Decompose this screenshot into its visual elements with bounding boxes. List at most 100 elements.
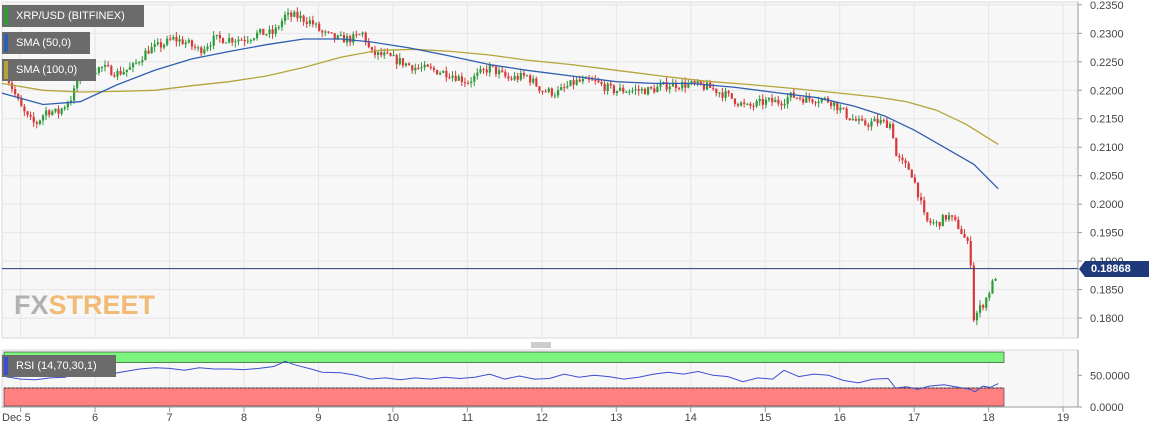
rsi-swatch: [4, 357, 8, 375]
sma100-label: SMA (100,0): [16, 64, 78, 76]
candle-up: [681, 82, 684, 89]
candle-down: [944, 214, 948, 220]
candle-down: [193, 46, 197, 48]
candle-up: [54, 108, 57, 112]
candle-down: [113, 75, 116, 77]
candle-up: [268, 29, 271, 35]
candle-down: [572, 80, 575, 85]
candle-down: [898, 156, 901, 158]
candle-down: [653, 88, 656, 93]
price-tick-label: 0.2000: [1090, 199, 1124, 211]
candle-up: [566, 85, 569, 88]
x-tick-label: 12: [536, 412, 548, 424]
candle-up: [252, 38, 256, 40]
candle-up: [547, 88, 550, 92]
candle-up: [234, 41, 237, 43]
candle-down: [674, 82, 678, 89]
candle-down: [885, 120, 889, 128]
candle-up: [138, 62, 141, 64]
candle-up: [640, 88, 643, 91]
candle-down: [752, 105, 755, 107]
candle-down: [504, 71, 507, 77]
candle-up: [172, 36, 175, 40]
candle-down: [175, 36, 178, 42]
candle-down: [23, 106, 26, 112]
legend-sma50[interactable]: SMA (50,0): [2, 32, 90, 54]
candle-down: [916, 182, 920, 198]
candle-down: [333, 33, 336, 40]
candle-up: [696, 81, 699, 84]
candle-up: [228, 38, 231, 43]
candle-up: [634, 89, 637, 91]
candle-up: [839, 107, 842, 111]
candle-up: [532, 78, 535, 83]
candle-down: [966, 237, 969, 241]
candle-down: [795, 97, 799, 99]
candle-down: [892, 123, 895, 139]
x-tick-label: 14: [685, 412, 697, 424]
candle-down: [485, 69, 488, 73]
candle-down: [190, 40, 194, 47]
price-tick-label: 0.2350: [1090, 0, 1124, 12]
candle-down: [677, 88, 681, 90]
candle-down: [972, 265, 975, 321]
candle-down: [435, 69, 439, 75]
candle-down: [110, 65, 113, 76]
candle-up: [122, 71, 125, 75]
legend-sma100[interactable]: SMA (100,0): [2, 59, 96, 81]
candle-up: [560, 87, 563, 91]
price-tick-label: 0.1850: [1090, 285, 1124, 297]
candle-up: [687, 83, 690, 88]
candle-down: [777, 99, 780, 104]
candle-up: [851, 119, 854, 121]
candle-up: [383, 52, 386, 56]
candle-up: [237, 39, 240, 42]
candle-down: [26, 111, 29, 115]
candle-down: [730, 93, 733, 99]
candle-down: [535, 78, 538, 87]
candle-up: [519, 72, 522, 80]
x-tick-label: 8: [241, 412, 247, 424]
legend-instrument[interactable]: XRP/USD (BITFINEX): [2, 5, 144, 27]
candle-up: [873, 118, 876, 122]
candle-down: [715, 88, 718, 94]
candle-up: [988, 293, 991, 298]
candle-down: [622, 87, 625, 93]
candle-down: [771, 98, 774, 103]
candle-down: [799, 97, 802, 99]
candle-down: [426, 64, 429, 67]
candle-down: [429, 66, 432, 68]
candle-down: [411, 65, 414, 71]
candle-down: [702, 84, 706, 90]
x-tick-label: 6: [92, 412, 98, 424]
candle-up: [442, 70, 445, 73]
candle-down: [600, 82, 603, 84]
candle-down: [14, 88, 17, 95]
candle-up: [888, 123, 892, 128]
rsi-label: RSI (14,70,30,1): [16, 360, 97, 372]
candle-up: [985, 297, 988, 308]
candle-up: [398, 58, 401, 65]
x-tick-label: Dec 5: [2, 412, 31, 424]
candle-up: [324, 31, 327, 33]
candle-up: [249, 39, 253, 41]
candle-down: [693, 81, 696, 84]
candle-down: [665, 81, 668, 90]
legend-rsi[interactable]: RSI (14,70,30,1): [2, 355, 116, 377]
candle-down: [867, 124, 870, 127]
candle-up: [755, 101, 758, 107]
x-tick-label: 18: [983, 412, 995, 424]
candle-down: [35, 122, 38, 125]
candle-down: [32, 116, 35, 123]
fxstreet-logo: FXSTREET: [14, 290, 155, 321]
candle-up: [581, 78, 585, 82]
candle-up: [197, 47, 200, 49]
candle-up: [166, 38, 169, 45]
current-price-tag: 0.18868: [1079, 260, 1149, 277]
candle-down: [290, 12, 293, 17]
candle-up: [746, 103, 749, 105]
candle-down: [200, 47, 203, 54]
candle-up: [414, 67, 417, 71]
candle-up: [513, 76, 516, 80]
candle-down: [358, 34, 361, 36]
